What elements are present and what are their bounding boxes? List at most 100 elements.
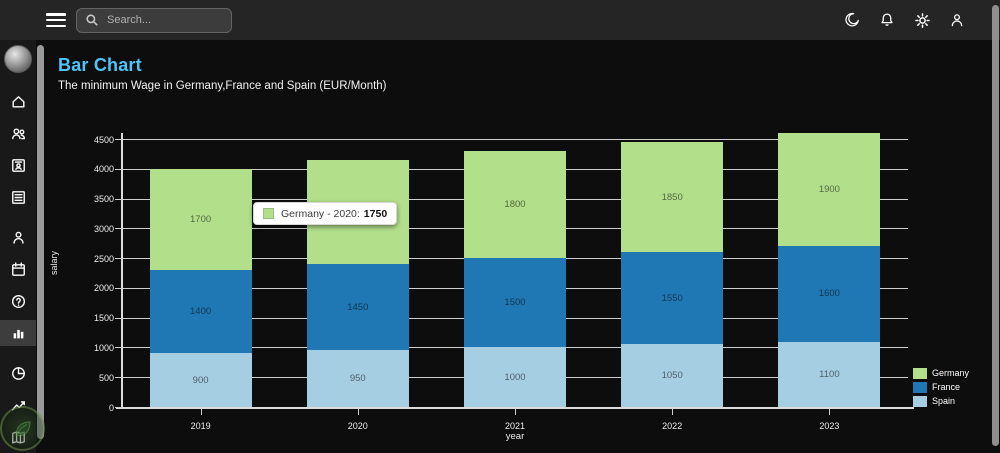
legend-swatch [913,395,927,407]
user-icon[interactable] [944,7,970,33]
y-tick-label: 1000 [93,342,114,353]
pie-chart-icon [11,366,25,380]
leaf-watermark-logo [0,406,45,451]
sidebar-item-bar-chart[interactable] [0,320,36,346]
sidebar-item-home[interactable] [0,85,36,117]
sidebar [0,40,36,453]
topbar [0,0,1000,40]
bar-segment-france-2020[interactable]: 1450 [306,264,409,351]
bar-2023: 1100 1600 1900 [778,133,881,407]
bar-value-label: 1050 [661,370,683,382]
bar-segment-spain-2022[interactable]: 1050 [621,344,724,407]
x-tick-mark [357,409,359,415]
tooltip-label: Germany - 2020: [281,207,360,220]
y-axis-line [121,133,123,409]
bar-segment-germany-2021[interactable]: 1800 [464,150,566,259]
y-tick-mark [115,168,122,170]
bar-segment-france-2023[interactable]: 1600 [778,246,881,342]
list-icon [11,190,25,204]
bar-chart-icon [13,329,23,338]
bar-segment-spain-2019[interactable]: 900 [149,353,252,407]
tooltip-swatch [263,208,274,219]
y-tick-label: 2000 [93,283,114,294]
bar-segment-spain-2021[interactable]: 1000 [464,347,566,407]
contact-badge-icon [11,158,25,172]
gridline [122,139,908,140]
chart-legend: Germany France Spain [913,367,969,407]
calendar-icon [11,261,25,276]
bar-value-label: 1100 [819,368,840,380]
topbar-actions [839,7,1000,33]
page-subtitle: The minimum Wage in Germany,France and S… [58,80,387,92]
legend-item-germany[interactable]: Germany [913,367,969,379]
legend-swatch [913,367,927,379]
sidebar-item-person[interactable] [0,221,36,253]
y-tick-mark [115,377,122,379]
bar-value-label: 1500 [504,297,526,309]
y-tick-mark [115,258,122,260]
y-tick-label: 500 [98,372,114,383]
bar-value-label: 1900 [818,184,840,196]
bar-segment-germany-2023[interactable]: 1900 [778,133,881,247]
x-tick-mark [829,409,831,415]
y-tick-mark [115,198,122,200]
sidebar-scrollbar[interactable] [37,45,44,439]
bar-segment-germany-2019[interactable]: 1700 [149,168,252,271]
bar-segment-spain-2023[interactable]: 1100 [778,341,881,407]
bell-icon[interactable] [874,7,900,33]
legend-swatch [913,381,927,393]
bar-value-label: 900 [192,374,209,386]
legend-label: France [932,382,961,392]
bar-2019: 900 1400 1700 [149,168,252,407]
bar-2020: 950 1450 1750 [306,159,409,407]
x-tick-label: 2019 [190,421,211,431]
moon-icon[interactable] [839,7,865,33]
bar-segment-france-2021[interactable]: 1500 [464,258,566,348]
x-tick-label: 2022 [662,421,683,431]
y-tick-label: 4500 [93,134,114,145]
legend-item-spain[interactable]: Spain [913,395,969,407]
bar-value-label: 1600 [818,288,840,300]
bar-value-label: 1700 [190,213,212,225]
home-icon [11,95,25,108]
y-tick-mark [115,139,122,140]
y-tick-mark [115,228,122,230]
sidebar-item-pie-chart[interactable] [0,357,36,389]
search-input[interactable] [105,13,223,27]
y-tick-mark [115,287,122,289]
menu-icon[interactable] [46,13,66,27]
sidebar-item-people[interactable] [0,117,36,149]
bar-segment-spain-2020[interactable]: 950 [306,350,409,407]
y-tick-mark [115,407,122,408]
y-tick-mark [115,317,122,319]
tooltip-value: 1750 [363,207,388,220]
profile-avatar[interactable] [4,45,32,73]
leaf-icon [15,420,31,437]
y-axis-title: salary [49,250,60,276]
bar-value-label: 1800 [504,199,526,211]
sidebar-item-help[interactable] [0,285,36,317]
y-tick-label: 2500 [93,253,114,264]
y-tick-label: 0 [108,402,114,413]
sidebar-item-list[interactable] [0,181,36,213]
search-box[interactable] [76,7,232,33]
y-tick-label: 4000 [93,164,114,175]
x-axis-title: year [505,431,525,442]
x-tick-label: 2020 [347,421,368,431]
bar-value-label: 1450 [347,301,369,313]
sidebar-item-calendar[interactable] [0,253,36,285]
bar-2021: 1000 1500 1800 [464,150,566,407]
chart-tooltip: Germany - 2020: 1750 [253,202,398,225]
page-scrollbar[interactable] [992,5,999,446]
sidebar-item-contact-badge[interactable] [0,149,36,181]
bar-segment-france-2019[interactable]: 1400 [149,270,252,354]
legend-item-france[interactable]: France [913,381,969,393]
x-tick-mark [515,409,516,415]
bar-segment-france-2022[interactable]: 1550 [621,252,724,345]
people-icon [11,127,25,139]
gear-icon[interactable] [909,7,935,33]
help-icon [11,294,25,308]
y-tick-label: 3000 [93,223,114,234]
bar-segment-germany-2022[interactable]: 1850 [621,141,724,253]
